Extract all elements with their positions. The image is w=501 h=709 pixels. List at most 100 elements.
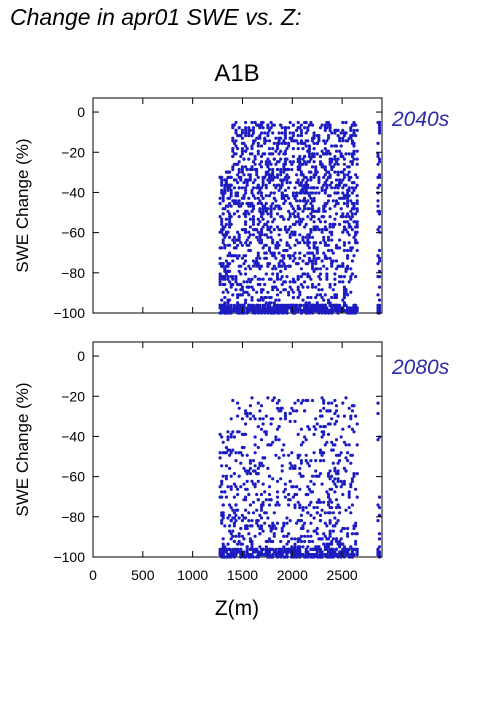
scatter-point <box>248 459 252 463</box>
scatter-point <box>288 254 292 258</box>
scatter-point <box>224 306 228 310</box>
scatter-point <box>330 238 334 242</box>
scatter-point <box>220 306 224 310</box>
scatter-point <box>334 295 339 300</box>
scatter-point <box>309 120 313 125</box>
scatter-point <box>231 126 235 130</box>
scatter-point <box>231 398 235 403</box>
scatter-point <box>218 256 222 260</box>
scatter-point <box>245 147 249 151</box>
scatter-point <box>234 513 238 518</box>
scatter-point <box>258 209 262 213</box>
scatter-point <box>282 490 286 494</box>
scatter-point <box>334 178 339 182</box>
scatter-point <box>248 472 252 476</box>
scatter-point <box>347 178 351 182</box>
scatter-point <box>280 181 284 185</box>
scatter-point <box>349 126 353 130</box>
scatter-point <box>239 526 243 531</box>
scatter-point <box>256 149 260 153</box>
scatter-point <box>271 201 275 206</box>
scatter-point <box>326 235 331 239</box>
scatter-point <box>350 427 354 431</box>
scatter-point <box>303 154 307 159</box>
scatter-point <box>244 555 248 559</box>
scatter-point <box>309 157 313 161</box>
scatter-point <box>303 196 307 200</box>
scatter-point <box>306 461 310 465</box>
scatter-point <box>229 175 233 179</box>
scatter-point <box>344 215 348 219</box>
scatter-point <box>350 477 354 481</box>
scatter-point <box>234 534 238 538</box>
scatter-point <box>334 506 339 510</box>
scatter-point <box>352 404 356 408</box>
scatter-point <box>376 293 380 297</box>
scatter-point <box>330 167 334 172</box>
scatter-point <box>221 282 225 287</box>
scatter-point <box>283 128 287 132</box>
scatter-point <box>226 448 230 452</box>
scatter-point <box>333 411 337 416</box>
scatter-point <box>258 220 262 224</box>
scatter-point <box>229 485 233 489</box>
scatter-point <box>287 290 291 294</box>
scatter-point <box>237 254 241 258</box>
scatter-point <box>272 157 276 161</box>
scatter-point <box>283 264 287 268</box>
scatter-point <box>275 141 280 145</box>
scatter-point <box>234 144 238 148</box>
scatter-point <box>240 165 244 169</box>
scatter-point <box>341 280 345 284</box>
scatter-point <box>223 311 227 315</box>
scatter-point <box>223 235 227 239</box>
scatter-point <box>298 503 302 507</box>
scatter-point <box>307 123 311 127</box>
scatter-point <box>280 529 284 533</box>
scatter-point <box>231 147 235 151</box>
scatter-point <box>220 275 224 279</box>
scatter-point <box>298 256 302 260</box>
scatter-point <box>259 550 264 554</box>
scatter-point <box>323 173 327 177</box>
scatter-point <box>304 201 308 206</box>
scatter-point <box>226 438 230 442</box>
scatter-point <box>342 162 346 166</box>
scatter-point <box>244 259 248 263</box>
scatter-point <box>355 422 359 426</box>
scatter-point <box>330 311 334 315</box>
scatter-point <box>323 521 327 525</box>
scatter-point <box>251 204 256 208</box>
scatter-point <box>287 175 291 179</box>
scatter-point <box>234 508 238 512</box>
scatter-point <box>330 417 334 421</box>
x-tick-label: 1000 <box>177 567 208 583</box>
scatter-points-2040s <box>218 120 382 315</box>
scatter-point <box>346 196 350 200</box>
scatter-point <box>291 123 295 127</box>
scatter-point <box>274 303 278 307</box>
scatter-point <box>275 495 280 499</box>
scatter-point <box>325 228 329 232</box>
scatter-point <box>326 298 331 302</box>
scatter-point <box>236 547 240 552</box>
scatter-point <box>323 220 327 224</box>
scatter-point <box>299 170 303 174</box>
scatter-point <box>334 521 339 525</box>
scatter-point <box>287 492 291 497</box>
scatter-point <box>312 131 316 135</box>
scatter-point <box>312 141 316 145</box>
scatter-point <box>303 175 307 179</box>
scatter-point <box>314 295 318 300</box>
scatter-point <box>298 233 302 237</box>
scatter-point <box>226 175 230 179</box>
scatter-point <box>256 262 260 266</box>
scatter-point <box>328 521 332 525</box>
scatter-point <box>312 215 316 219</box>
scatter-point <box>279 269 283 273</box>
scatter-point <box>299 267 303 271</box>
scatter-point <box>245 238 249 242</box>
scatter-point <box>256 309 260 313</box>
scatter-point <box>271 267 275 271</box>
scatter-point <box>266 207 270 211</box>
